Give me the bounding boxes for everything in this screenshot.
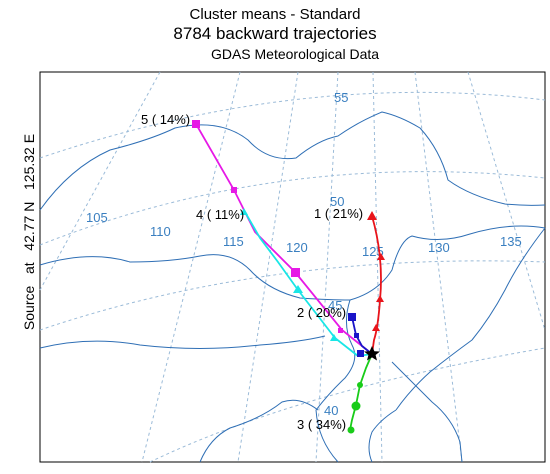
source-star-icon (364, 346, 380, 361)
cluster-5-marker (192, 120, 200, 128)
cluster-label-4: 4 ( 11%) (196, 207, 244, 222)
trajectory-cluster-1 (367, 211, 385, 355)
cluster-5-marker (338, 328, 343, 333)
cluster-4-marker (240, 208, 248, 215)
longitude-gridlines (39, 71, 546, 463)
coastlines (39, 111, 546, 463)
grid-label-lon-120: 120 (286, 240, 308, 255)
cluster-1-marker (376, 295, 384, 302)
cluster-1-marker (377, 253, 385, 260)
cluster-label-3: 3 ( 34%) (297, 417, 346, 432)
cluster-label-1: 1 ( 21%) (314, 206, 363, 221)
cluster-2-marker (348, 313, 356, 321)
cluster-3-marker (351, 401, 361, 411)
map-frame (39, 71, 546, 463)
title-line-3: GDAS Meteorological Data (210, 46, 380, 62)
trajectory-cluster-5 (192, 120, 373, 355)
grid-label-lat-55: 55 (334, 90, 348, 105)
cluster-label-2: 2 ( 20%) (297, 305, 346, 320)
latitude-gridlines (39, 91, 546, 463)
cluster-1-marker (367, 211, 377, 220)
title-line-2: 8784 backward trajectories (173, 24, 377, 43)
cluster-label-5: 5 ( 14%) (141, 112, 190, 127)
cluster-5-marker (291, 268, 300, 277)
cluster-3-marker (347, 426, 355, 434)
grid-label-lon-130: 130 (428, 240, 450, 255)
trajectory-cluster-2 (348, 313, 373, 357)
title-line-1: Cluster means - Standard (189, 6, 361, 23)
cluster-3-marker (357, 382, 363, 388)
cluster-2-marker (357, 350, 364, 357)
grid-label-lon-110: 110 (150, 224, 171, 239)
trajectory-cluster-4 (240, 208, 373, 357)
grid-label-lat-50: 50 (330, 194, 344, 209)
grid-label-lon-105: 105 (86, 210, 108, 225)
grid-label-lat-45: 45 (328, 298, 342, 313)
grid-label-lat-40: 40 (324, 403, 338, 418)
cluster-4-marker (330, 334, 338, 341)
trajectory-cluster-3 (347, 353, 373, 434)
grid-label-lon-115: 115 (223, 234, 244, 249)
cluster-5-marker (231, 187, 237, 193)
cluster-1-marker (372, 324, 380, 331)
cluster-2-marker (354, 333, 359, 338)
grid-label-lon-135: 135 (500, 234, 522, 249)
cluster-4-marker (293, 285, 303, 293)
